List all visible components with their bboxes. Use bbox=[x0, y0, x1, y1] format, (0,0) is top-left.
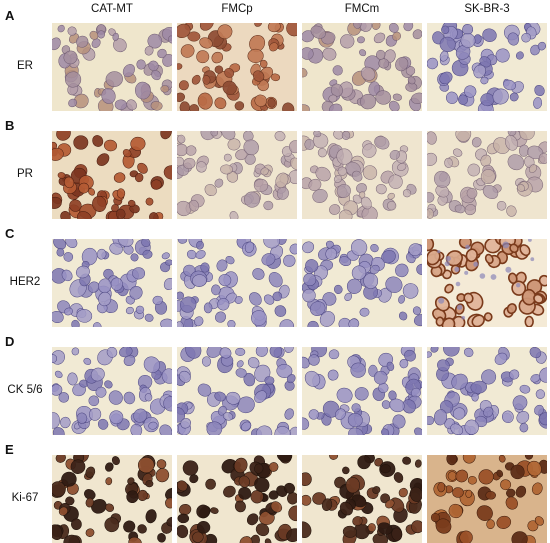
panel-letter: B bbox=[5, 118, 15, 133]
micrograph-tile bbox=[302, 239, 422, 327]
micrograph-tile bbox=[177, 23, 297, 111]
micrograph-image bbox=[177, 347, 297, 435]
micrograph-image bbox=[52, 239, 172, 327]
micrograph-image bbox=[177, 131, 297, 219]
panel-letter: A bbox=[5, 8, 15, 23]
micrograph-tile bbox=[302, 455, 422, 543]
micrograph-tile bbox=[302, 23, 422, 111]
micrograph-tile bbox=[52, 239, 172, 327]
micrograph-image bbox=[427, 455, 547, 543]
micrograph-tile bbox=[52, 131, 172, 219]
micrograph-image bbox=[427, 23, 547, 111]
micrograph-image bbox=[427, 347, 547, 435]
micrograph-image bbox=[177, 23, 297, 111]
micrograph-image bbox=[52, 23, 172, 111]
micrograph-tile bbox=[302, 131, 422, 219]
micrograph-tile bbox=[52, 455, 172, 543]
micrograph-image bbox=[177, 239, 297, 327]
panel-letter: E bbox=[5, 442, 14, 457]
micrograph-tile bbox=[52, 23, 172, 111]
micrograph-image bbox=[52, 347, 172, 435]
column-header-cat-mt: CAT-MT bbox=[91, 3, 133, 15]
panel-letter: D bbox=[5, 334, 15, 349]
micrograph-tile bbox=[177, 131, 297, 219]
micrograph-image bbox=[302, 131, 422, 219]
micrograph-image bbox=[302, 455, 422, 543]
panel-letter: C bbox=[5, 226, 15, 241]
micrograph-image bbox=[302, 239, 422, 327]
micrograph-tile bbox=[427, 23, 547, 111]
micrograph-image bbox=[427, 239, 547, 327]
row-label: ER bbox=[17, 60, 33, 72]
row-label: CK 5/6 bbox=[7, 384, 43, 396]
micrograph-tile bbox=[427, 455, 547, 543]
micrograph-tile bbox=[427, 131, 547, 219]
micrograph-image bbox=[177, 455, 297, 543]
micrograph-image bbox=[52, 131, 172, 219]
micrograph-image bbox=[302, 347, 422, 435]
micrograph-tile bbox=[302, 347, 422, 435]
column-header-fmcm: FMCm bbox=[344, 3, 380, 15]
micrograph-tile bbox=[177, 455, 297, 543]
micrograph-image bbox=[52, 455, 172, 543]
micrograph-tile bbox=[177, 347, 297, 435]
micrograph-tile bbox=[177, 239, 297, 327]
micrograph-image bbox=[302, 23, 422, 111]
micrograph-image bbox=[427, 131, 547, 219]
column-header-fmcp: FMCp bbox=[221, 3, 253, 15]
row-label: HER2 bbox=[9, 276, 41, 288]
micrograph-tile bbox=[52, 347, 172, 435]
micrograph-tile bbox=[427, 239, 547, 327]
row-label: PR bbox=[17, 168, 33, 180]
column-header-sk-br-3: SK-BR-3 bbox=[464, 3, 510, 15]
row-label: Ki-67 bbox=[11, 492, 39, 504]
micrograph-tile bbox=[427, 347, 547, 435]
